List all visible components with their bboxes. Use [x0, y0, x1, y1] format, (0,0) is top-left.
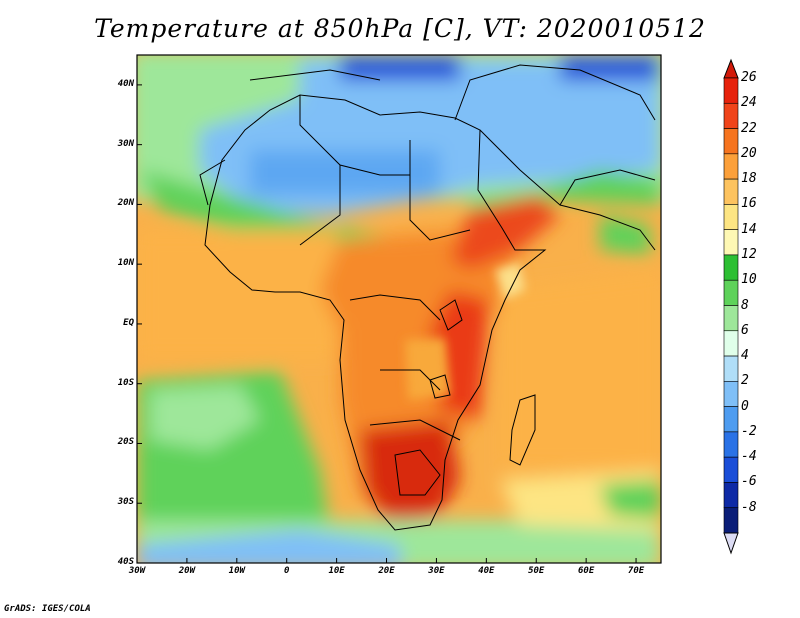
- lon-label: 60E: [578, 566, 595, 576]
- colorbar-label: -8: [741, 499, 757, 515]
- colorbar-label: 16: [741, 196, 757, 212]
- lon-label: 30E: [428, 566, 445, 576]
- colorbar-label: 8: [741, 297, 749, 313]
- colorbar-swatch: [723, 482, 739, 509]
- colorbar-swatch: [723, 330, 739, 357]
- colorbar-swatch: [723, 178, 739, 205]
- colorbar-swatch: [723, 77, 739, 104]
- lat-label: 30S: [117, 497, 134, 508]
- lon-label: 20W: [178, 566, 196, 576]
- colorbar-swatch: [723, 102, 739, 129]
- lat-label: 40S: [117, 557, 134, 567]
- lat-label: 30N: [117, 138, 134, 149]
- colorbar-swatch: [723, 431, 739, 458]
- colorbar-label: 4: [741, 348, 749, 364]
- colorbar-swatch: [723, 153, 739, 180]
- colorbar: [723, 58, 739, 555]
- colorbar-swatch: [723, 229, 739, 256]
- colorbar-swatch: [723, 456, 739, 483]
- colorbar-swatch: [723, 279, 739, 306]
- lon-label: 40E: [478, 566, 495, 576]
- colorbar-label: 14: [741, 221, 757, 237]
- lat-label: 40N: [117, 78, 134, 89]
- colorbar-max-cap: [723, 58, 739, 79]
- lat-label: 10S: [117, 377, 134, 388]
- lat-label: 20S: [117, 437, 134, 448]
- colorbar-label: -2: [741, 423, 757, 439]
- map-title: Temperature at 850hPa [C], VT: 202001051…: [94, 14, 706, 43]
- colorbar-swatch: [723, 305, 739, 332]
- colorbar-label: 12: [741, 246, 757, 262]
- colorbar-swatch: [723, 204, 739, 230]
- lon-label: 20E: [378, 566, 395, 576]
- colorbar-swatch: [723, 381, 739, 407]
- lon-label: 30W: [128, 566, 146, 576]
- colorbar-swatch: [723, 254, 739, 281]
- colorbar-label: 22: [741, 120, 757, 136]
- lat-label: 20N: [117, 198, 134, 209]
- coastlines: [199, 64, 656, 531]
- colorbar-label: 10: [741, 272, 757, 288]
- lon-label: 0: [283, 566, 290, 576]
- lon-label: 50E: [528, 566, 545, 576]
- colorbar-label: -4: [741, 449, 757, 465]
- colorbar-swatch: [723, 406, 739, 433]
- colorbar-label: 0: [741, 398, 749, 414]
- lon-label: 70E: [627, 566, 645, 576]
- plot-frame: [136, 54, 662, 564]
- colorbar-swatch: [723, 507, 739, 534]
- lon-label: 10E: [328, 566, 345, 576]
- temperature-field: [137, 55, 661, 563]
- colorbar-label: 24: [741, 95, 757, 111]
- colorbar-label: -6: [741, 474, 757, 490]
- colorbar-label: 6: [741, 322, 749, 338]
- colorbar-swatch: [723, 128, 739, 155]
- colorbar-label: 20: [741, 145, 757, 161]
- colorbar-label: 18: [741, 171, 757, 187]
- colorbar-label: 2: [741, 373, 749, 389]
- colorbar-min-cap: [723, 532, 739, 555]
- credit-label: GrADS: IGES/COLA: [4, 604, 91, 614]
- axis-ticks: [136, 84, 637, 564]
- lon-label: 10W: [228, 566, 245, 576]
- lat-label: 10N: [117, 258, 134, 269]
- colorbar-label: 26: [741, 70, 757, 85]
- colorbar-swatch: [723, 355, 739, 382]
- lat-label: EQ: [123, 317, 134, 328]
